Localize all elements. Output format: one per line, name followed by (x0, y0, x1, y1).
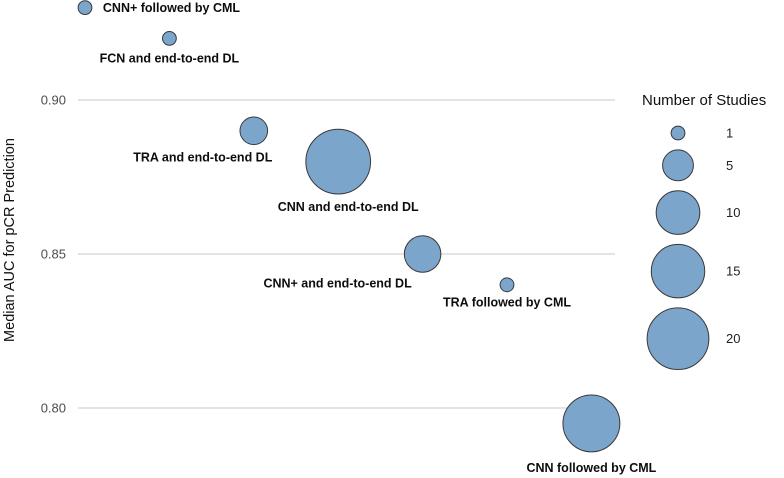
bubble-cnn-and-end-to-end-dl (403, 235, 442, 273)
y-tick-label: 0.80 (41, 401, 66, 416)
legend-size-label-20: 20 (726, 331, 740, 346)
legend-bubble-10 (655, 190, 701, 235)
legend-bubble-5 (662, 149, 694, 182)
legend-bubble-1 (670, 125, 686, 141)
bubble-label-tra-and-end-to-end-dl: TRA and end-to-end DL (133, 151, 272, 165)
bubble-label-tra-followed-by-cml: TRA followed by CML (443, 296, 571, 310)
bubble-tra-and-end-to-end-dl (239, 116, 269, 146)
legend-bubble-15 (650, 243, 706, 299)
bubble-layer (77, 0, 621, 453)
grid-layer: 0.90 0.85 0.80 (41, 93, 615, 416)
bubble-cnn-followed-by-cml (562, 394, 621, 453)
bubble-tra-followed-by-cml (499, 277, 515, 293)
label-layer: CNN+ followed by CML FCN and end-to-end D… (100, 1, 657, 475)
y-tick-label: 0.85 (41, 247, 66, 262)
bubble-cnn-and-end-to-end-dl (305, 128, 372, 195)
legend-size-label-1: 1 (726, 126, 733, 141)
y-tick-label: 0.90 (41, 93, 66, 108)
bubble-label-cnn-and-end-to-end-dl: CNN and end-to-end DL (278, 200, 419, 214)
bubble-cnn-followed-by-cml (77, 0, 93, 15)
bubble-label-cnn-followed-by-cml: CNN followed by CML (526, 461, 656, 475)
y-axis-title: Median AUC for pCR Prediction (2, 138, 18, 342)
legend-size-label-5: 5 (726, 158, 733, 173)
legend-bubble-20 (646, 307, 710, 371)
legend-title: Number of Studies (642, 92, 766, 109)
bubble-label-fcn-and-end-to-end-dl: FCN and end-to-end DL (100, 51, 240, 65)
bubble-label-cnn-and-end-to-end-dl: CNN+ and end-to-end DL (263, 276, 412, 290)
bubble-fcn-and-end-to-end-dl (162, 31, 177, 46)
legend-size-label-10: 10 (726, 205, 740, 220)
bubble-label-cnn-followed-by-cml: CNN+ followed by CML (103, 1, 241, 15)
legend-size-label-15: 15 (726, 264, 740, 279)
